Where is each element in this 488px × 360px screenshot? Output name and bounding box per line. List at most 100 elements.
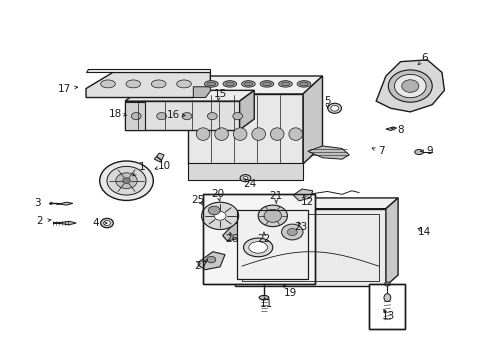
Text: 22: 22: [257, 234, 270, 244]
Text: 21: 21: [269, 191, 282, 201]
Ellipse shape: [401, 80, 418, 92]
Ellipse shape: [241, 81, 255, 87]
Circle shape: [208, 206, 220, 215]
Text: 18: 18: [108, 109, 122, 119]
Ellipse shape: [243, 238, 272, 257]
Polygon shape: [385, 198, 397, 286]
Text: 19: 19: [284, 288, 297, 298]
Ellipse shape: [223, 81, 236, 87]
Bar: [368, 284, 405, 329]
Text: 10: 10: [157, 161, 170, 171]
Ellipse shape: [262, 82, 271, 86]
Polygon shape: [303, 76, 322, 164]
Circle shape: [100, 161, 153, 201]
Circle shape: [264, 210, 281, 222]
Text: 23: 23: [293, 222, 306, 231]
Circle shape: [201, 202, 238, 229]
Text: 1: 1: [139, 162, 145, 172]
Text: 3: 3: [34, 198, 41, 208]
Bar: [203, 194, 315, 284]
Text: 15: 15: [213, 89, 226, 99]
Polygon shape: [188, 76, 322, 94]
Ellipse shape: [251, 128, 265, 140]
Circle shape: [281, 224, 303, 240]
Ellipse shape: [196, 128, 209, 140]
Polygon shape: [203, 205, 224, 216]
Text: 26: 26: [225, 234, 239, 244]
Polygon shape: [193, 87, 210, 98]
Ellipse shape: [151, 80, 165, 88]
Text: 27: 27: [194, 261, 207, 271]
Circle shape: [182, 113, 191, 120]
Polygon shape: [86, 72, 210, 98]
Circle shape: [207, 113, 217, 120]
Ellipse shape: [176, 80, 191, 88]
Ellipse shape: [327, 103, 341, 113]
Text: 5: 5: [324, 96, 330, 106]
Polygon shape: [375, 60, 444, 112]
Text: 12: 12: [301, 197, 314, 207]
Text: 6: 6: [421, 53, 427, 63]
Polygon shape: [57, 202, 73, 205]
Circle shape: [122, 178, 130, 184]
Ellipse shape: [260, 81, 273, 87]
Polygon shape: [385, 127, 396, 131]
Circle shape: [258, 205, 287, 226]
Ellipse shape: [233, 128, 246, 140]
Bar: [237, 211, 307, 279]
Polygon shape: [86, 69, 210, 72]
Circle shape: [232, 113, 242, 120]
Ellipse shape: [394, 75, 425, 98]
Polygon shape: [188, 163, 303, 180]
Text: 16: 16: [167, 111, 180, 121]
Polygon shape: [198, 252, 224, 270]
Text: 13: 13: [381, 311, 394, 321]
Circle shape: [384, 282, 389, 286]
Ellipse shape: [278, 81, 292, 87]
Text: 24: 24: [242, 179, 256, 189]
Ellipse shape: [248, 242, 267, 253]
Ellipse shape: [330, 105, 338, 111]
Text: 2: 2: [36, 216, 43, 226]
Ellipse shape: [387, 70, 431, 102]
Polygon shape: [125, 90, 254, 101]
Ellipse shape: [240, 175, 250, 182]
Polygon shape: [239, 90, 254, 130]
Text: 17: 17: [58, 84, 71, 94]
Ellipse shape: [299, 82, 308, 86]
Polygon shape: [307, 146, 348, 159]
Ellipse shape: [204, 81, 218, 87]
Polygon shape: [125, 102, 144, 130]
Circle shape: [214, 212, 225, 220]
Ellipse shape: [214, 128, 228, 140]
Bar: [242, 214, 378, 281]
Circle shape: [287, 228, 297, 235]
Ellipse shape: [243, 176, 247, 180]
Polygon shape: [234, 198, 397, 209]
Ellipse shape: [414, 149, 423, 154]
Bar: [237, 211, 307, 279]
Ellipse shape: [206, 256, 215, 263]
Text: 4: 4: [92, 218, 99, 228]
Circle shape: [116, 173, 137, 189]
Circle shape: [107, 166, 146, 195]
Polygon shape: [293, 189, 312, 201]
Polygon shape: [154, 153, 163, 162]
Ellipse shape: [126, 80, 141, 88]
Text: 11: 11: [259, 299, 272, 309]
Ellipse shape: [270, 128, 284, 140]
Ellipse shape: [281, 82, 289, 86]
Text: 9: 9: [426, 146, 432, 156]
Polygon shape: [222, 223, 244, 241]
Ellipse shape: [103, 221, 110, 226]
Ellipse shape: [206, 82, 215, 86]
Bar: [203, 194, 315, 284]
Circle shape: [157, 113, 166, 120]
Polygon shape: [53, 221, 76, 225]
Ellipse shape: [259, 296, 268, 300]
Ellipse shape: [383, 294, 390, 302]
Text: 25: 25: [191, 195, 204, 205]
Text: 14: 14: [417, 227, 430, 237]
Circle shape: [131, 113, 141, 120]
Polygon shape: [125, 101, 239, 130]
